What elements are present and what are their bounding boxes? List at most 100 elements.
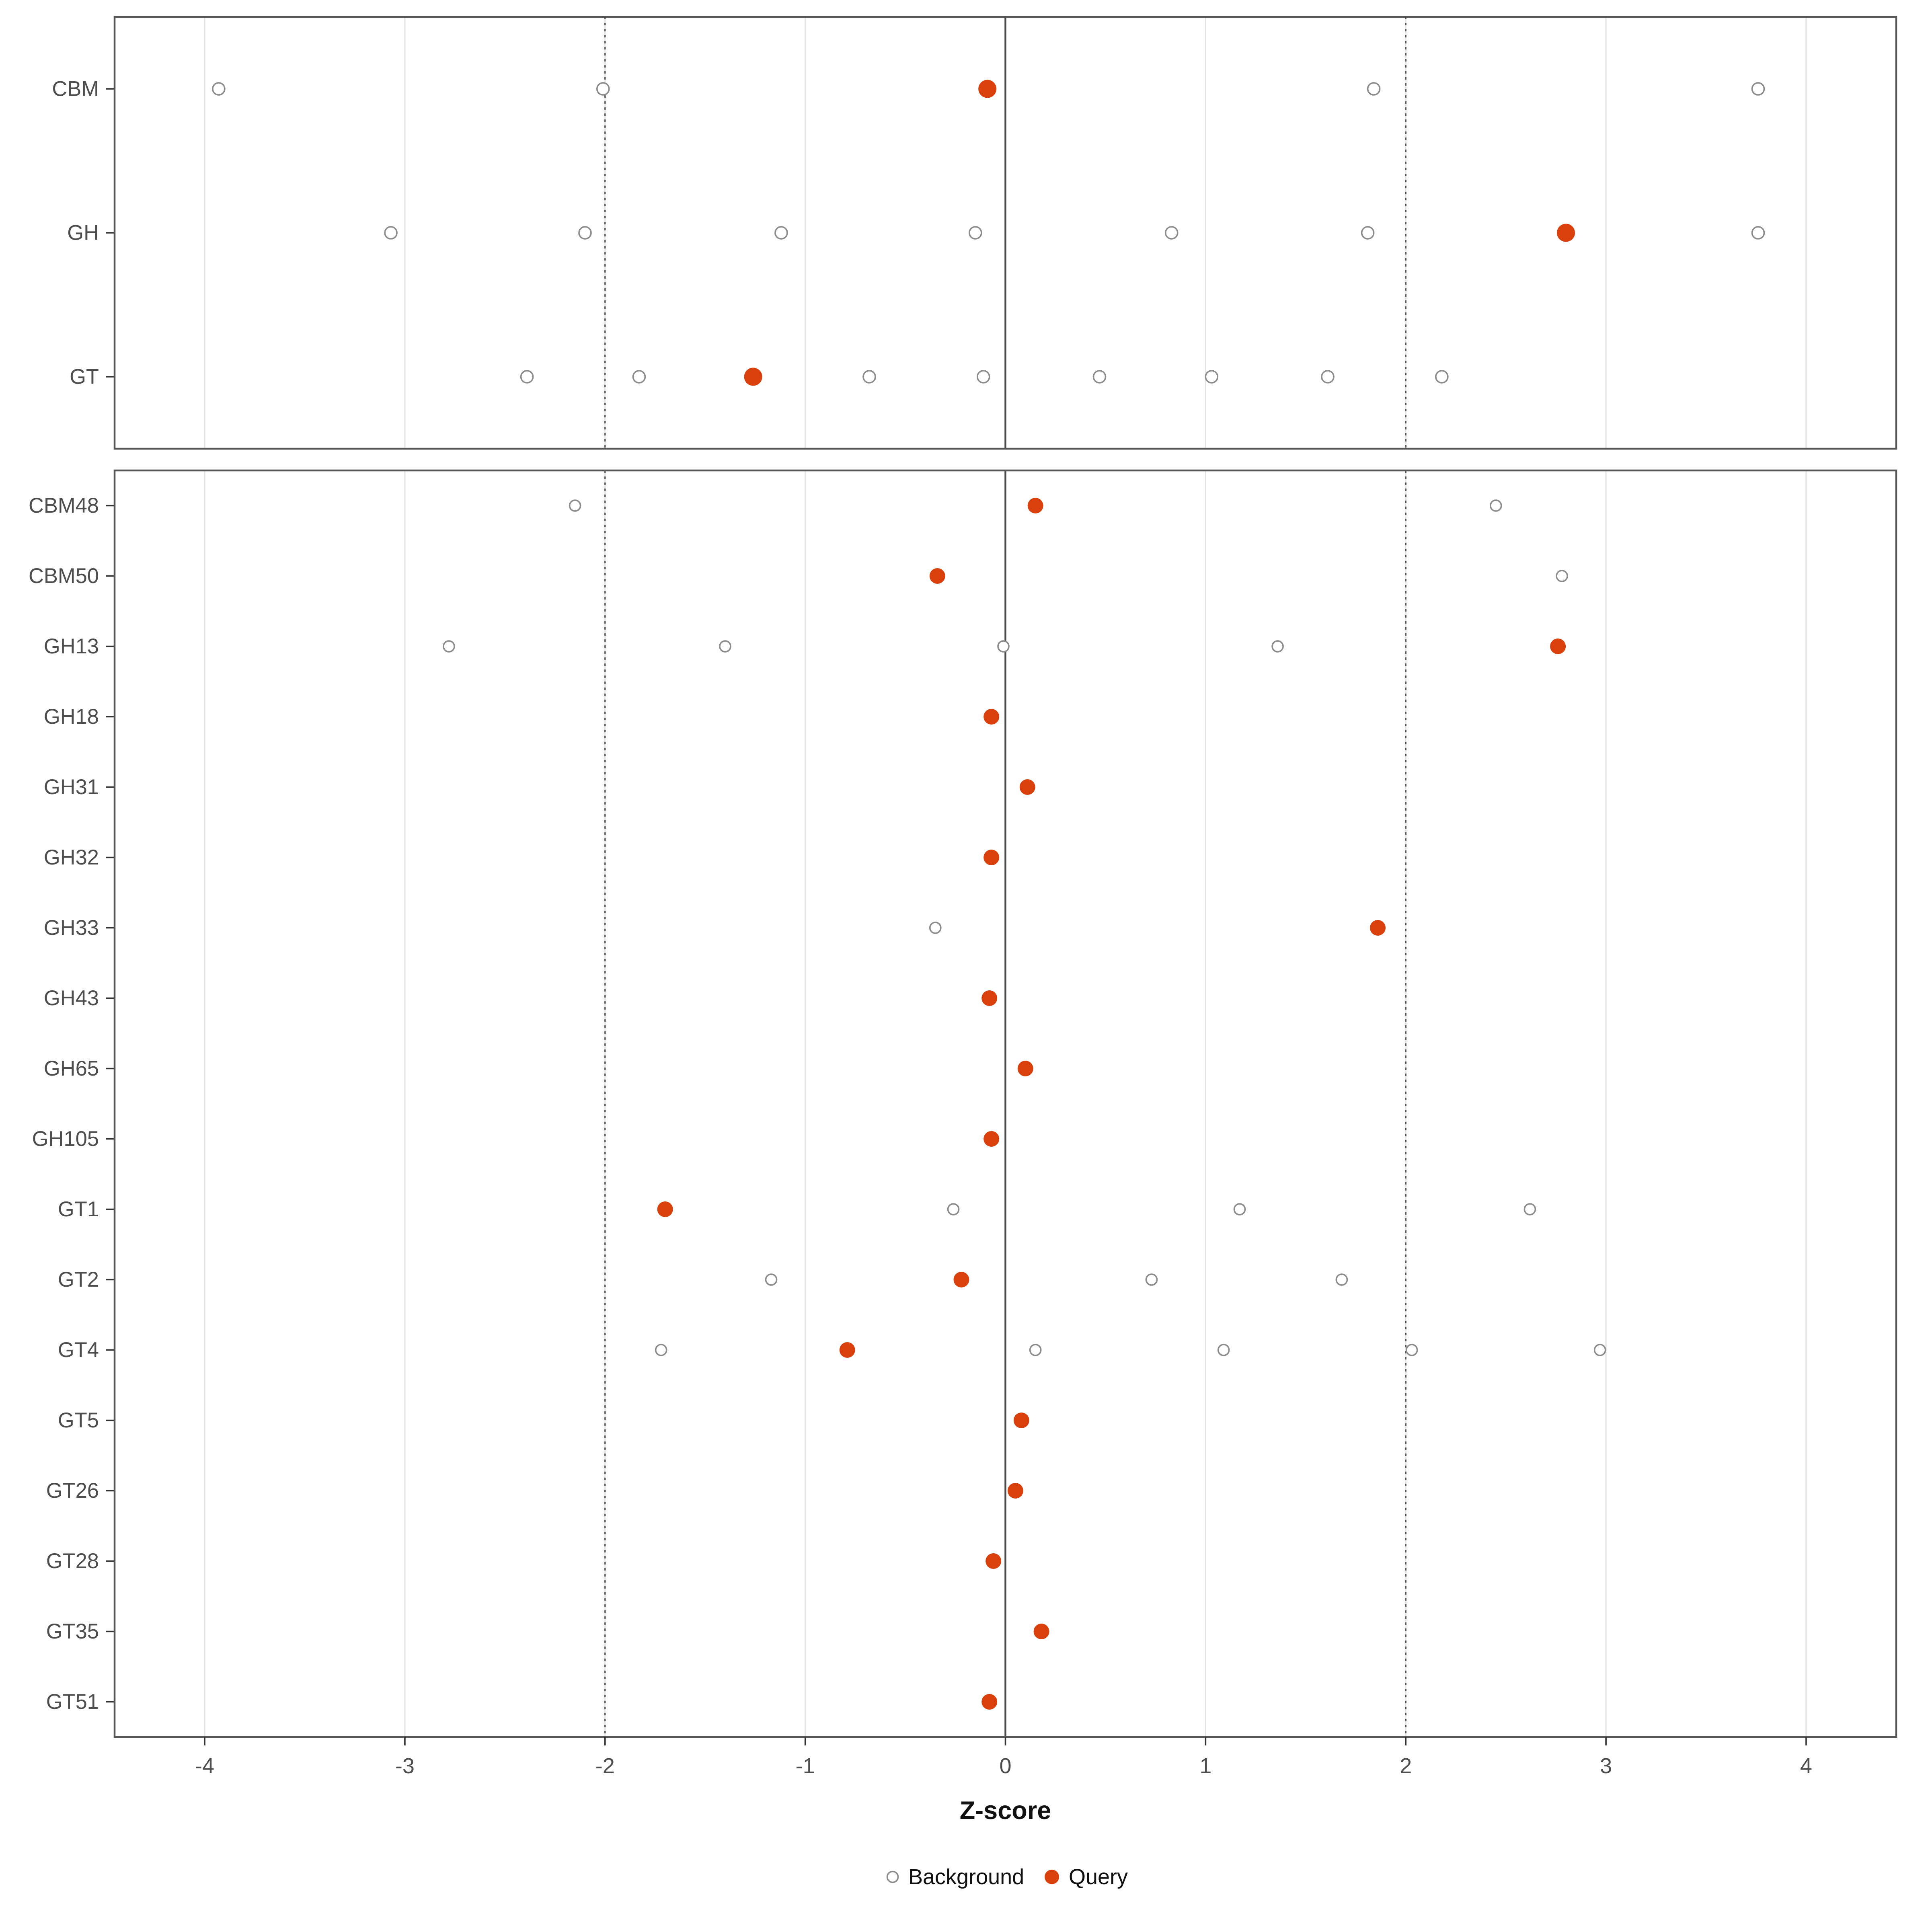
panel-border [113, 16, 1897, 450]
background-point [765, 1273, 778, 1286]
background-point [1751, 82, 1765, 96]
background-point [1593, 1344, 1606, 1356]
y-axis-label: GH33 [44, 916, 99, 940]
y-axis-label: GT2 [58, 1268, 99, 1291]
query-point [1033, 1624, 1049, 1639]
background-point [1145, 1273, 1158, 1286]
query-point [981, 990, 998, 1006]
background-point [1092, 370, 1107, 384]
y-axis-label: CBM50 [29, 564, 99, 588]
background-point [578, 226, 592, 240]
query-point [839, 1342, 855, 1358]
query-point [657, 1201, 673, 1217]
y-axis-label: GH13 [44, 634, 99, 658]
background-point [1405, 1344, 1418, 1356]
background-point [1029, 1344, 1042, 1356]
y-axis-label: CBM48 [29, 494, 99, 517]
query-point [978, 80, 997, 98]
x-axis-tick-label: 3 [1600, 1754, 1612, 1778]
y-axis-label: GH43 [44, 986, 99, 1010]
query-point [986, 1553, 1002, 1569]
y-axis-label: GH18 [44, 705, 99, 729]
x-axis-tick-label: -1 [796, 1754, 815, 1778]
query-point [981, 1694, 998, 1710]
query-point [983, 850, 1000, 865]
panel-subfamily-detail [106, 469, 1897, 1738]
query-point [983, 1131, 1000, 1147]
background-point [862, 370, 876, 384]
background-point [969, 226, 982, 240]
background-point [384, 226, 398, 240]
x-axis-tick-label: 2 [1400, 1754, 1412, 1778]
y-axis-label: GT26 [46, 1479, 99, 1503]
y-axis-label: GH31 [44, 775, 99, 799]
query-point [929, 568, 945, 584]
background-point [1489, 499, 1502, 512]
y-axis-label: GH105 [32, 1127, 99, 1151]
legend-label-background: Background [908, 1865, 1024, 1889]
y-axis-label: GT35 [46, 1620, 99, 1643]
legend-background-icon [886, 1870, 899, 1883]
y-axis-label: GT [70, 365, 99, 389]
x-axis-tick-label: 4 [1800, 1754, 1812, 1778]
legend-query-icon [1045, 1870, 1059, 1884]
background-point [1233, 1203, 1246, 1215]
background-point [1271, 640, 1284, 653]
background-point [443, 640, 455, 653]
query-point [1007, 1483, 1023, 1499]
background-point [1367, 82, 1381, 96]
background-point [1164, 226, 1179, 240]
panel-family-summary [106, 16, 1897, 450]
query-point [1017, 1061, 1033, 1076]
background-point [655, 1344, 667, 1356]
background-point [1321, 370, 1335, 384]
y-axis-label: GH65 [44, 1057, 99, 1080]
query-point [744, 368, 762, 386]
background-point [212, 82, 226, 96]
background-point [632, 370, 646, 384]
background-point [774, 226, 788, 240]
y-axis-label: GT51 [46, 1690, 99, 1714]
legend [886, 1870, 1059, 1884]
query-point [983, 709, 1000, 725]
y-axis-label: GT28 [46, 1549, 99, 1573]
y-axis-label: GT4 [58, 1338, 99, 1362]
y-axis-label: CBM [52, 77, 99, 101]
query-point [1027, 498, 1043, 513]
background-point [1556, 570, 1568, 582]
x-axis-tick-label: -2 [595, 1754, 615, 1778]
background-point [520, 370, 534, 384]
background-point [1217, 1344, 1230, 1356]
background-point [1435, 370, 1449, 384]
y-axis-label: GH32 [44, 846, 99, 869]
legend-label-query: Query [1069, 1865, 1128, 1889]
background-point [596, 82, 610, 96]
background-point [719, 640, 731, 653]
query-point [1370, 920, 1386, 936]
background-point [1523, 1203, 1536, 1215]
x-axis-tick-label: 0 [999, 1754, 1011, 1778]
x-axis-title: Z-score [960, 1796, 1051, 1825]
query-point [1013, 1413, 1029, 1428]
query-point [953, 1272, 969, 1287]
background-point [976, 370, 990, 384]
x-axis-tick-label: 1 [1199, 1754, 1211, 1778]
query-point [1550, 639, 1566, 654]
background-point [929, 922, 942, 934]
background-point [1751, 226, 1765, 240]
background-point [1205, 370, 1219, 384]
y-axis-label: GT1 [58, 1197, 99, 1221]
background-point [947, 1203, 960, 1215]
y-axis-label: GH [67, 221, 99, 245]
x-axis-tick-label: -3 [395, 1754, 415, 1778]
background-point [997, 640, 1010, 653]
background-point [1335, 1273, 1348, 1286]
background-point [1361, 226, 1375, 240]
x-axis-tick-label: -4 [195, 1754, 214, 1778]
background-point [569, 499, 581, 512]
query-point [1557, 224, 1575, 242]
y-axis-label: GT5 [58, 1408, 99, 1432]
query-point [1019, 779, 1035, 795]
